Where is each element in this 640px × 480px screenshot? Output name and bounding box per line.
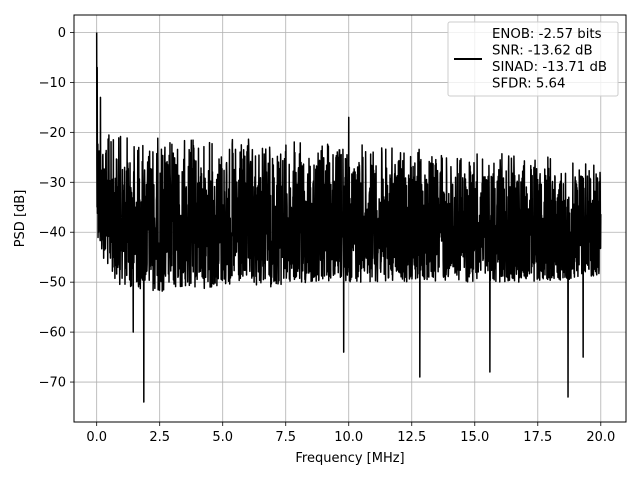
y-tick-label: −60	[39, 326, 66, 341]
y-tick-label: −50	[39, 276, 66, 291]
axes-frame	[73, 14, 627, 423]
x-tick-label: 15.0	[460, 430, 489, 445]
psd-series-line	[95, 32, 602, 403]
legend: ENOB: -2.57 bits SNR: -13.62 dB SINAD: -…	[447, 21, 619, 97]
y-axis-label: PSD [dB]	[13, 190, 28, 248]
y-tick-label: −20	[39, 126, 66, 141]
y-tick-label: 0	[58, 26, 66, 41]
x-tick-label: 0.0	[86, 430, 107, 445]
psd-trace	[95, 32, 602, 403]
x-tick-label: 5.0	[212, 430, 233, 445]
legend-snr: SNR: -13.62 dB	[492, 44, 593, 59]
legend-sinad: SINAD: -13.71 dB	[492, 60, 607, 75]
x-tick-label: 17.5	[523, 430, 552, 445]
y-tick-label: −70	[39, 376, 66, 391]
legend-sfdr: SFDR: 5.64	[492, 77, 565, 92]
legend-enob: ENOB: -2.57 bits	[492, 27, 602, 42]
x-tick-label: 10.0	[334, 430, 363, 445]
y-axis-ticks: 0 −10 −20 −30 −40 −50 −60 −70	[39, 26, 74, 391]
y-tick-label: −40	[39, 226, 66, 241]
y-tick-label: −10	[39, 76, 66, 91]
x-tick-label: 7.5	[275, 430, 296, 445]
x-tick-label: 20.0	[586, 430, 615, 445]
legend-box	[447, 21, 619, 97]
x-tick-label: 2.5	[149, 430, 170, 445]
x-axis-label: Frequency [MHz]	[295, 451, 404, 466]
x-axis-ticks: 0.0 2.5 5.0 7.5 10.0 12.5 15.0 17.5 20.0	[86, 422, 615, 445]
x-tick-label: 12.5	[397, 430, 426, 445]
y-tick-label: −30	[39, 176, 66, 191]
